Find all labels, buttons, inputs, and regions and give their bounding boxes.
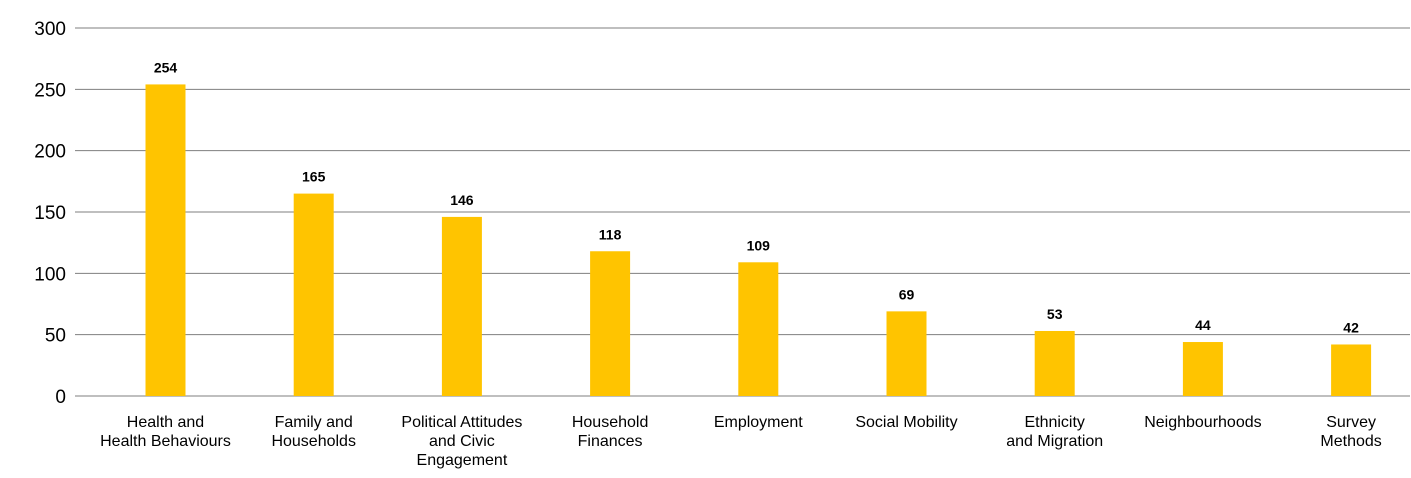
x-category-label-line: Ethnicity	[1024, 414, 1084, 431]
y-tick-label: 0	[55, 387, 66, 408]
x-category-label-line: Family and	[275, 414, 353, 431]
bar	[1182, 342, 1223, 396]
data-label: 109	[747, 237, 771, 253]
x-category-label: Neighbourhoods	[1144, 414, 1261, 431]
y-tick-label: 150	[34, 203, 66, 224]
x-category-label: Ethnicity and Migration	[1006, 414, 1103, 450]
bar	[738, 262, 779, 396]
x-category-label: Employment	[714, 414, 803, 431]
x-category-label: Political Attitudes and Civic Engagement	[401, 414, 522, 469]
x-category-label-line: Health and	[127, 414, 204, 431]
x-category-label: Health and Health Behaviours	[100, 414, 231, 450]
x-category-label: Family and Households	[271, 414, 356, 450]
bar	[590, 251, 631, 396]
x-category-label-line: Social Mobility	[855, 414, 957, 431]
data-label: 44	[1195, 317, 1211, 333]
bar	[1331, 344, 1372, 396]
x-category-label-line: Survey	[1326, 414, 1376, 431]
data-label: 165	[302, 169, 326, 185]
x-category-label-line: Engagement	[417, 452, 508, 469]
y-axis-tick-labels: 0 50 100 150 200 250 300	[34, 19, 66, 408]
data-label: 69	[899, 286, 915, 302]
x-category-label-line: Political Attitudes	[401, 414, 522, 431]
bar	[145, 84, 186, 396]
bar	[441, 216, 482, 396]
y-tick-label: 200	[34, 142, 66, 163]
x-axis-category-labels: Health and Health Behaviours Family and Hou…	[100, 414, 1382, 469]
x-category-label-line: Health Behaviours	[100, 433, 231, 450]
data-label: 146	[450, 192, 474, 208]
data-label: 118	[599, 226, 622, 242]
data-label: 254	[154, 59, 178, 75]
x-category-label-line: Methods	[1320, 433, 1381, 450]
data-labels: 254 165 146 118 109 69 53 44 42	[154, 59, 1359, 335]
bars	[145, 84, 1372, 396]
bar	[1034, 330, 1075, 396]
data-label: 42	[1343, 319, 1359, 335]
x-category-label-line: Households	[271, 433, 356, 450]
data-label: 53	[1047, 306, 1063, 322]
bar	[886, 311, 927, 396]
x-category-label-line: Finances	[578, 433, 643, 450]
y-tick-label: 100	[34, 264, 66, 285]
x-category-label: Survey Methods	[1320, 414, 1381, 450]
x-category-label-line: Neighbourhoods	[1144, 414, 1261, 431]
y-tick-label: 250	[34, 80, 66, 101]
x-category-label: Household Finances	[572, 414, 649, 450]
y-tick-label: 50	[45, 326, 66, 347]
x-category-label-line: Employment	[714, 414, 803, 431]
x-category-label-line: Household	[572, 414, 649, 431]
bar	[293, 193, 334, 396]
x-category-label-line: and Migration	[1006, 433, 1103, 450]
x-category-label-line: and Civic	[429, 433, 495, 450]
y-tick-label: 300	[34, 19, 66, 40]
x-category-label: Social Mobility	[855, 414, 957, 431]
